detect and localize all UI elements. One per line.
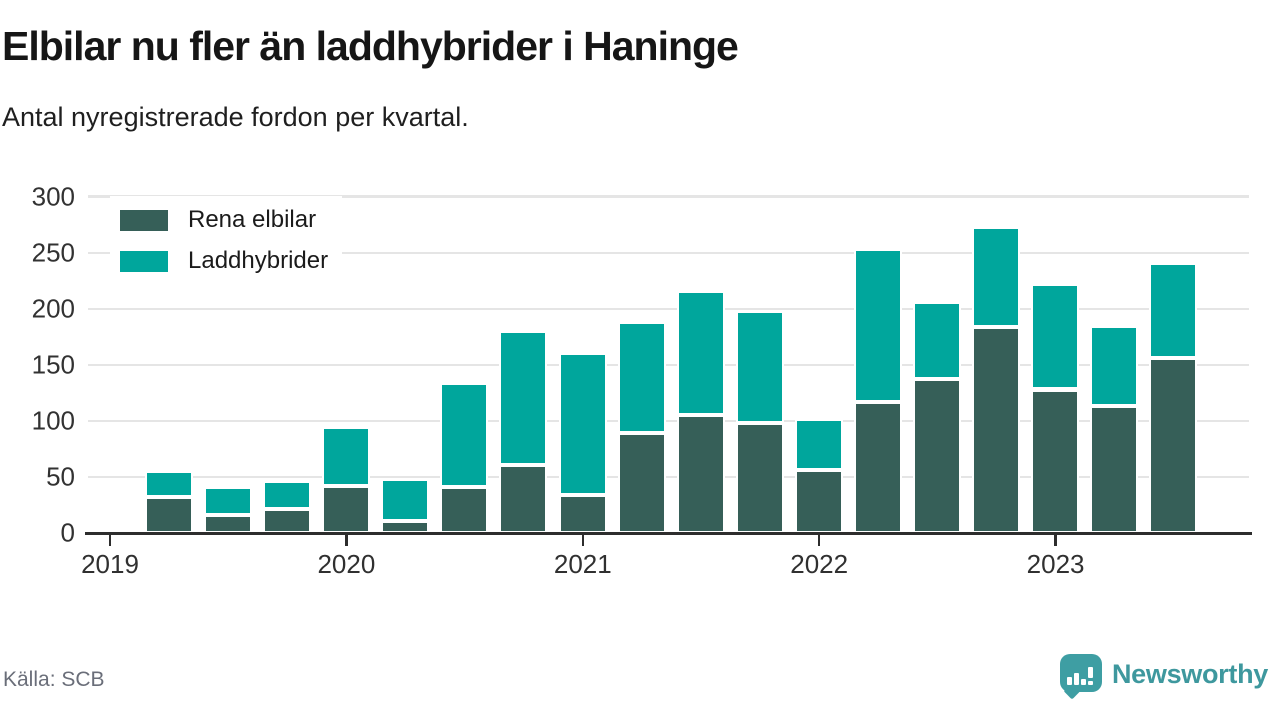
y-axis-label-100: 100 (31, 405, 75, 436)
x-axis-line (85, 531, 1252, 535)
bar-segment-rena-elbilar (1149, 358, 1198, 533)
bar-segment-laddhybrider (1149, 262, 1198, 359)
bar-segment-laddhybrider (1090, 325, 1139, 407)
x-axis-label-2020: 2020 (317, 549, 376, 579)
source-note: Källa: SCB (3, 668, 105, 691)
legend: Rena elbilar Laddhybrider (110, 196, 343, 287)
legend-item-rena-elbilar: Rena elbilar (120, 208, 328, 232)
bar-segment-laddhybrider (972, 226, 1021, 327)
x-axis-label-2021: 2021 (553, 549, 612, 579)
x-axis-tick-2020 (345, 534, 348, 546)
bar-segment-rena-elbilar (1090, 406, 1139, 533)
legend-label-laddhybrider: Laddhybrider (188, 247, 329, 274)
bar-segment-laddhybrider (145, 471, 194, 498)
grid-line-100 (88, 419, 1249, 423)
x-axis-tick-2022 (817, 534, 821, 546)
bar-segment-rena-elbilar (1031, 389, 1080, 533)
bar-segment-laddhybrider (204, 487, 253, 516)
chart-subtitle: Antal nyregistrerade fordon per kvartal. (2, 102, 469, 132)
y-axis-label-0: 0 (60, 517, 75, 548)
bar-segment-rena-elbilar (499, 464, 548, 533)
logo-bar-chart-glyph (1066, 667, 1093, 685)
newsworthy-wordmark: Newsworthy (1111, 658, 1268, 689)
bar-segment-rena-elbilar (263, 509, 312, 533)
x-axis-label-2022: 2022 (790, 549, 849, 579)
bar-segment-rena-elbilar (912, 379, 961, 533)
y-axis-label-50: 50 (46, 461, 75, 492)
newsworthy-brand: Newsworthy (1059, 648, 1268, 700)
bar-segment-rena-elbilar (972, 326, 1021, 533)
x-axis-tick-2021 (581, 534, 585, 546)
bar-segment-laddhybrider (617, 322, 666, 434)
bar-segment-rena-elbilar (676, 415, 725, 533)
logo-exclamation (1087, 667, 1093, 685)
grid-line-50 (88, 475, 1249, 479)
bar-segment-rena-elbilar (145, 497, 194, 533)
x-axis-label-2023: 2023 (1026, 549, 1085, 579)
bar-segment-rena-elbilar (853, 401, 902, 533)
grid-line-150 (88, 363, 1249, 367)
y-axis-label-300: 300 (31, 181, 75, 212)
x-axis-label-2019: 2019 (81, 549, 139, 579)
bar-segment-rena-elbilar (322, 485, 371, 533)
bar-segment-laddhybrider (558, 352, 607, 495)
x-axis-tick-2023 (1054, 534, 1057, 546)
bar-segment-laddhybrider (794, 418, 843, 471)
bar-segment-rena-elbilar (735, 423, 784, 533)
bar-segment-rena-elbilar (617, 433, 666, 533)
bar-segment-laddhybrider (440, 382, 489, 488)
newsworthy-logo-icon (1059, 654, 1102, 700)
legend-item-laddhybrider: Laddhybrider (120, 249, 328, 273)
bar-segment-rena-elbilar (440, 487, 489, 533)
chart-title: Elbilar nu fler än laddhybrider i Haning… (2, 23, 739, 69)
bar-segment-laddhybrider (676, 290, 725, 416)
grid-line-250 (88, 251, 1249, 254)
y-axis-label-200: 200 (31, 293, 75, 324)
logo-bubble (1059, 654, 1102, 692)
bar-segment-laddhybrider (499, 331, 548, 465)
legend-swatch-laddhybrider (120, 250, 168, 272)
legend-swatch-rena-elbilar (120, 209, 168, 231)
bar-segment-rena-elbilar (794, 470, 843, 533)
bar-segment-laddhybrider (381, 479, 430, 521)
bar-segment-laddhybrider (853, 249, 902, 402)
legend-label-rena-elbilar: Rena elbilar (188, 206, 317, 233)
grid-line-200 (88, 307, 1249, 311)
grid-line-300 (88, 195, 1249, 198)
bar-segment-laddhybrider (1031, 284, 1080, 390)
bar-segment-laddhybrider (912, 302, 961, 380)
y-axis-label-250: 250 (31, 237, 75, 268)
bar-segment-rena-elbilar (558, 494, 607, 533)
bar-segment-laddhybrider (263, 481, 312, 510)
bar-segment-rena-elbilar (204, 515, 253, 533)
bar-segment-laddhybrider (735, 311, 784, 424)
stacked-bar-chart: 0 50 100 150 200 250 300 2019 2020 2021 2022 2023 (31, 181, 1252, 579)
x-axis-tick-2019 (108, 534, 112, 546)
bar-segment-laddhybrider (322, 426, 371, 486)
y-axis-label-150: 150 (31, 349, 75, 380)
